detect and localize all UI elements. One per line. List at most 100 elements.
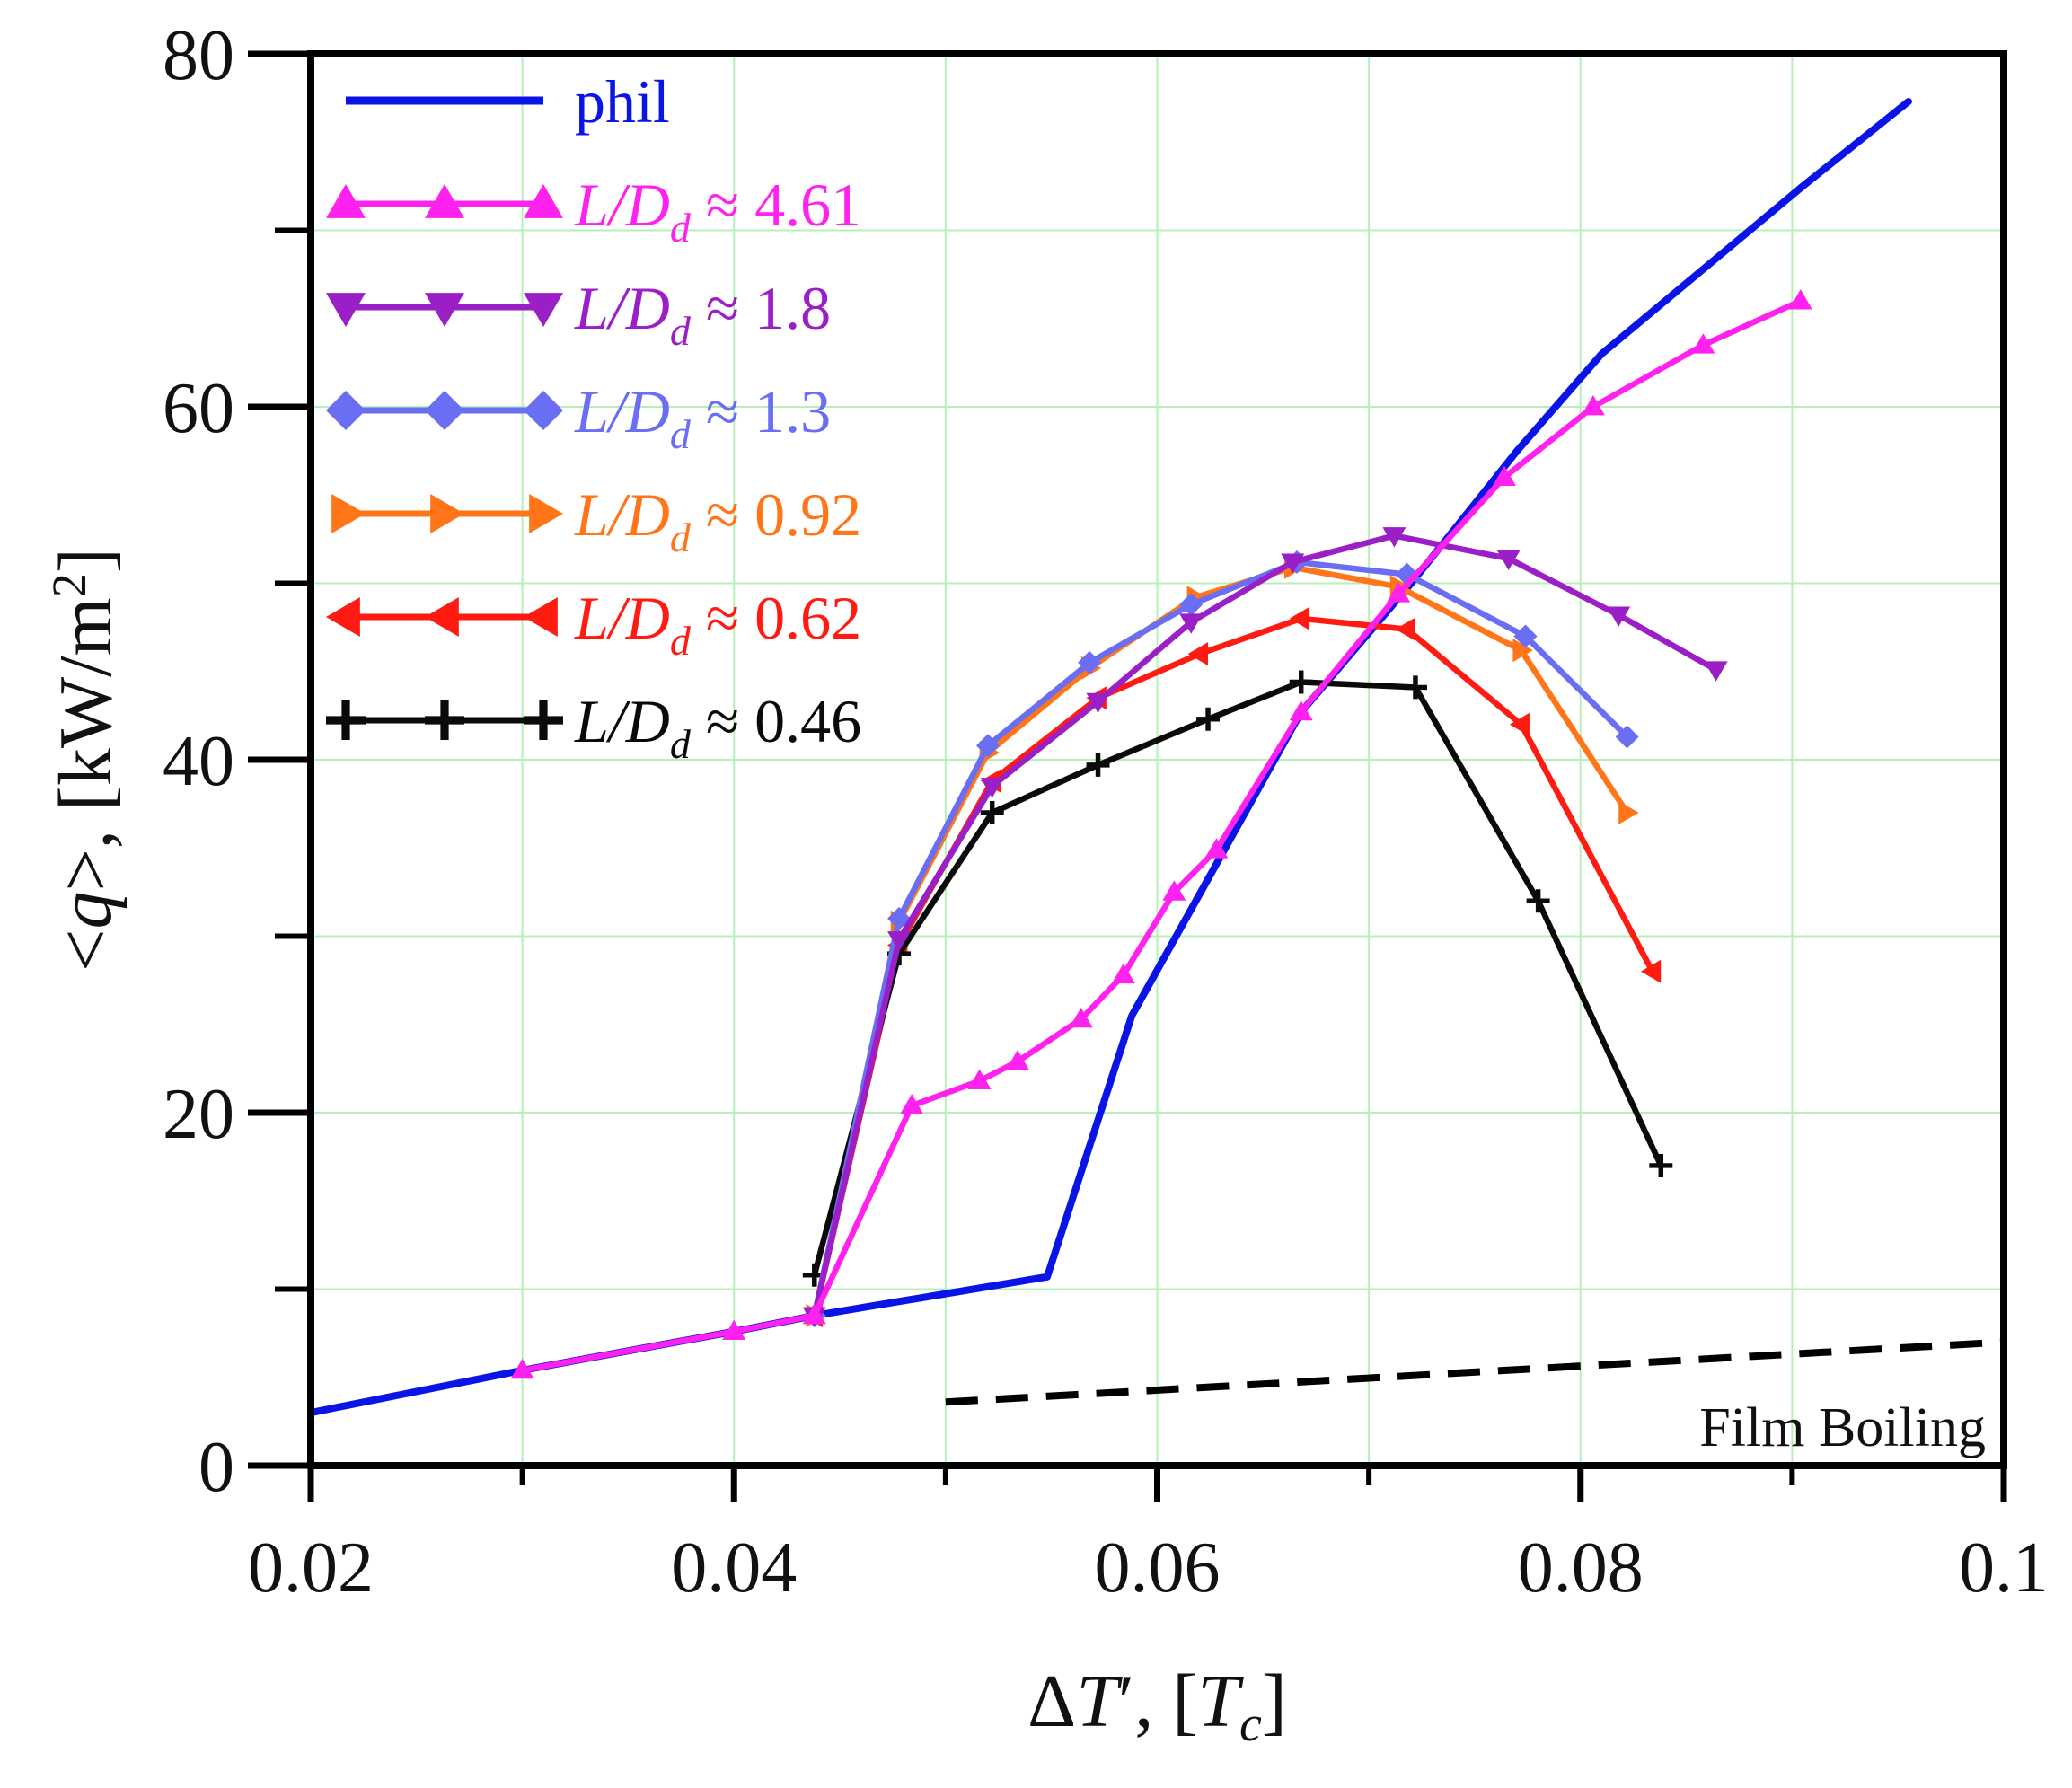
y-tick-label: 80 <box>163 16 234 95</box>
film-boiling-line <box>945 1338 2004 1406</box>
series-line <box>811 559 1630 1319</box>
data-point <box>1111 963 1135 984</box>
legend: phil L/Dd ≈ 4.61 L/Dd ≈ 1.8 L/Dd ≈ 1.3 L/Dd … <box>326 67 861 767</box>
data-point <box>1607 606 1631 627</box>
legend-marker <box>425 391 464 430</box>
data-point <box>1512 639 1533 663</box>
data-point <box>1179 613 1204 634</box>
data-point <box>722 1319 746 1341</box>
data-point <box>1196 707 1221 731</box>
series-line <box>519 297 1804 1374</box>
legend-label: L/Dd ≈ 4.61 <box>574 171 861 251</box>
legend-label: L/Dd ≈ 1.8 <box>574 274 831 354</box>
legend-label: L/Dd ≈ 0.92 <box>574 480 861 560</box>
y-tick-label: 0 <box>198 1428 234 1507</box>
data-point <box>1289 670 1313 694</box>
data-point <box>1289 606 1310 630</box>
data-point <box>1086 692 1110 714</box>
series-line <box>811 564 1630 1319</box>
data-point <box>1492 465 1516 486</box>
data-point <box>1069 1007 1093 1028</box>
data-point <box>1289 700 1313 721</box>
data-point <box>1691 333 1715 354</box>
annotation-layer <box>945 1338 2004 1406</box>
series-layer <box>307 98 1912 1417</box>
data-point <box>1086 753 1110 777</box>
data-point <box>976 734 1000 758</box>
data-point <box>1162 880 1186 901</box>
legend-marker <box>326 597 360 637</box>
data-point <box>1581 395 1605 416</box>
x-tick-label: 0.1 <box>1959 1528 2049 1607</box>
series-3 <box>802 550 1639 1327</box>
data-point <box>1509 712 1530 736</box>
axes: 0.02 0.04 0.06 0.08 0.1 0 20 40 60 80 <box>163 16 2049 1607</box>
legend-item: L/Dd ≈ 0.92 <box>331 480 861 560</box>
data-point <box>510 1358 534 1379</box>
legend-marker <box>430 494 464 533</box>
data-point <box>1078 650 1102 674</box>
series-line <box>811 679 1664 1279</box>
data-point <box>802 1303 826 1325</box>
data-point <box>1179 593 1204 617</box>
grid <box>310 53 2005 1467</box>
legend-marker <box>425 597 459 637</box>
y-tick-label: 40 <box>163 722 234 801</box>
legend-marker <box>331 494 366 533</box>
legend-marker <box>326 700 366 740</box>
data-point <box>1526 889 1550 913</box>
legend-item: phil <box>346 67 670 136</box>
data-point <box>887 906 912 930</box>
series-2 <box>802 527 1728 1327</box>
y-tick-label: 60 <box>163 369 234 448</box>
data-point <box>1187 642 1208 666</box>
legend-marker <box>326 184 366 218</box>
legend-item: L/Dd ≈ 0.62 <box>326 584 861 664</box>
data-point <box>1704 661 1728 682</box>
data-point <box>1204 838 1229 859</box>
data-point <box>1640 959 1662 983</box>
data-point <box>1403 675 1427 700</box>
x-tick-label: 0.02 <box>248 1528 374 1607</box>
data-point <box>1618 800 1639 824</box>
legend-marker <box>524 391 563 430</box>
series-5 <box>802 606 1662 1327</box>
x-tick-label: 0.08 <box>1518 1528 1644 1607</box>
legend-marker <box>529 494 563 533</box>
data-point <box>967 1069 992 1089</box>
data-point <box>887 931 912 952</box>
data-point <box>1395 617 1415 641</box>
legend-marker <box>524 184 563 218</box>
legend-marker <box>524 293 563 327</box>
x-axis-title: ΔT′, [Tc] <box>1027 1660 1287 1752</box>
legend-marker <box>524 700 563 740</box>
legend-label: L/Dd ≈ 0.62 <box>574 584 861 664</box>
data-point <box>1387 582 1411 603</box>
legend-marker <box>425 184 464 218</box>
data-point <box>980 800 1004 824</box>
data-point <box>900 1094 924 1114</box>
legend-label: L/Dd ≈ 1.3 <box>574 377 831 457</box>
x-tick-label: 0.06 <box>1095 1528 1221 1607</box>
series-4 <box>806 555 1639 1327</box>
data-point <box>980 778 1004 798</box>
series-1 <box>510 289 1812 1379</box>
legend-label: phil <box>575 67 670 136</box>
data-point <box>1649 1153 1673 1177</box>
film-boiling-label: Film Boiling <box>1699 1397 1986 1458</box>
data-point <box>1513 624 1538 648</box>
legend-marker <box>326 293 366 327</box>
legend-label: L/Dd ≈ 0.46 <box>574 687 861 767</box>
legend-item: L/Dd ≈ 4.61 <box>326 171 861 251</box>
legend-marker <box>425 700 464 740</box>
series-6 <box>802 670 1673 1287</box>
legend-item: L/Dd ≈ 1.8 <box>326 274 831 354</box>
data-point <box>1382 527 1406 548</box>
legend-marker <box>326 391 366 430</box>
legend-item: L/Dd ≈ 1.3 <box>326 377 831 457</box>
legend-marker <box>425 293 464 327</box>
data-point <box>1005 1050 1029 1070</box>
legend-marker <box>524 597 558 637</box>
legend-item: L/Dd ≈ 0.46 <box>326 687 861 767</box>
